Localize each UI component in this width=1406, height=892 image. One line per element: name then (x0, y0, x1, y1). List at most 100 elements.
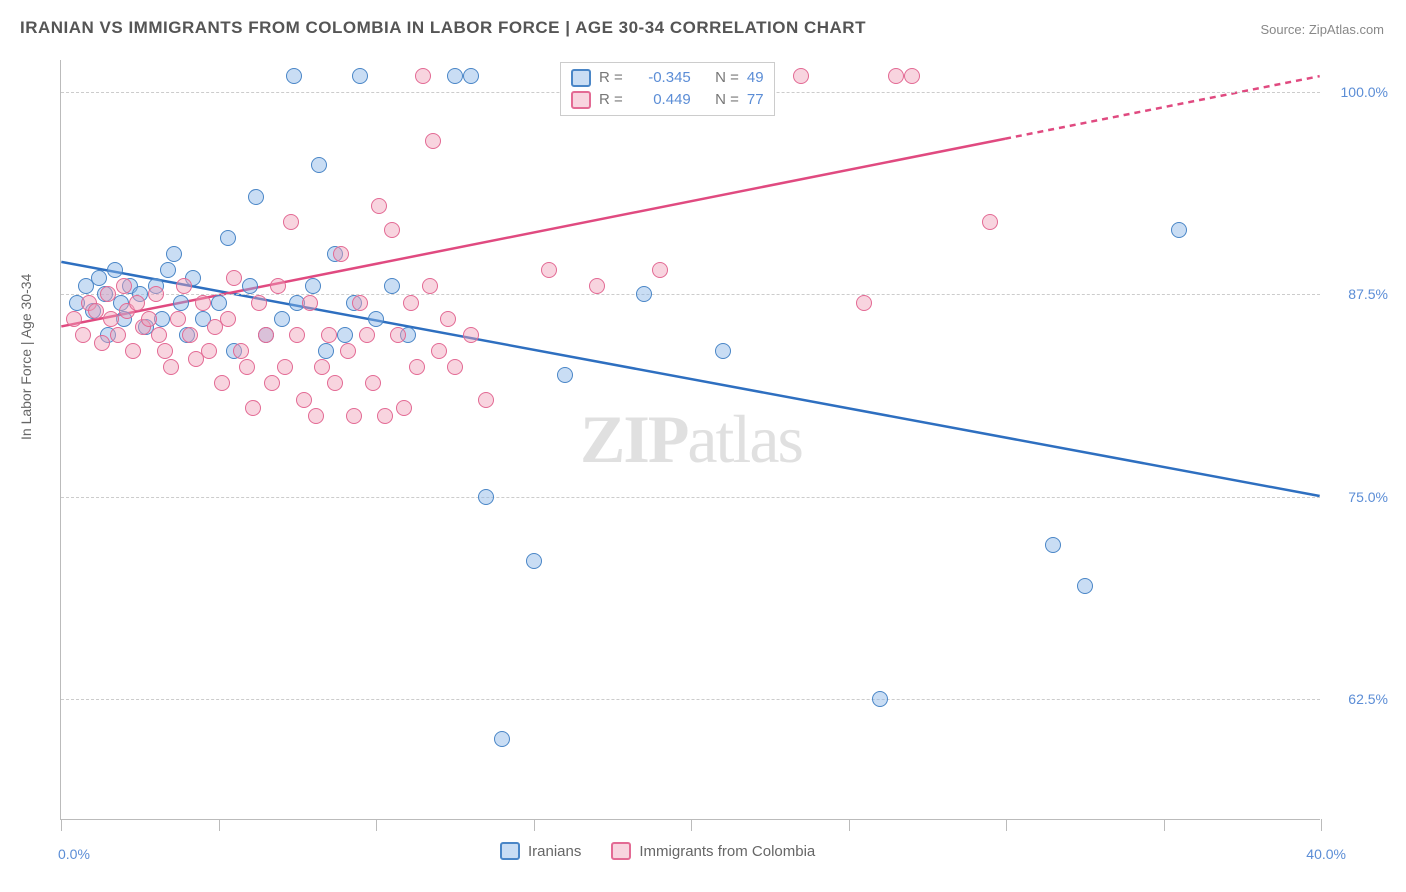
series-legend: Iranians Immigrants from Colombia (500, 842, 815, 860)
legend-swatch (500, 842, 520, 860)
x-tick (376, 819, 377, 831)
x-tick (1321, 819, 1322, 831)
data-point (251, 295, 267, 311)
legend-item: Iranians (500, 842, 581, 860)
data-point (220, 311, 236, 327)
data-point (157, 343, 173, 359)
data-point (365, 375, 381, 391)
legend-swatch (611, 842, 631, 860)
data-point (94, 335, 110, 351)
data-point (75, 327, 91, 343)
data-point (359, 327, 375, 343)
legend-label: Iranians (528, 843, 581, 860)
data-point (103, 311, 119, 327)
data-point (321, 327, 337, 343)
data-point (245, 400, 261, 416)
data-point (1045, 537, 1061, 553)
x-axis-end-label: 40.0% (1306, 846, 1346, 862)
data-point (226, 270, 242, 286)
y-tick-label: 62.5% (1348, 691, 1388, 707)
data-point (440, 311, 456, 327)
legend-row: R =0.449 N =77 (571, 89, 764, 111)
data-point (377, 408, 393, 424)
chart-plot-area (60, 60, 1320, 820)
y-tick-label: 87.5% (1348, 286, 1388, 302)
data-point (233, 343, 249, 359)
data-point (107, 262, 123, 278)
data-point (176, 278, 192, 294)
data-point (286, 68, 302, 84)
data-point (160, 262, 176, 278)
data-point (368, 311, 384, 327)
x-axis-start-label: 0.0% (58, 846, 90, 862)
data-point (447, 359, 463, 375)
data-point (314, 359, 330, 375)
legend-row: R =-0.345 N =49 (571, 67, 764, 89)
data-point (248, 189, 264, 205)
x-tick (1164, 819, 1165, 831)
data-point (274, 311, 290, 327)
data-point (904, 68, 920, 84)
data-point (352, 68, 368, 84)
data-point (541, 262, 557, 278)
data-point (371, 198, 387, 214)
data-point (463, 68, 479, 84)
data-point (195, 295, 211, 311)
data-point (390, 327, 406, 343)
data-point (888, 68, 904, 84)
gridline (61, 699, 1320, 700)
legend-label: Immigrants from Colombia (639, 843, 815, 860)
correlation-legend: R =-0.345 N =49R =0.449 N =77 (560, 62, 775, 116)
n-label: N = (715, 67, 739, 89)
r-value: 0.449 (631, 89, 691, 111)
data-point (526, 553, 542, 569)
data-point (415, 68, 431, 84)
data-point (403, 295, 419, 311)
data-point (296, 392, 312, 408)
x-tick (534, 819, 535, 831)
data-point (409, 359, 425, 375)
data-point (151, 327, 167, 343)
data-point (166, 246, 182, 262)
data-point (270, 278, 286, 294)
chart-title: IRANIAN VS IMMIGRANTS FROM COLOMBIA IN L… (20, 18, 866, 38)
data-point (327, 375, 343, 391)
data-point (557, 367, 573, 383)
source-attribution: Source: ZipAtlas.com (1260, 22, 1384, 37)
x-tick (219, 819, 220, 831)
data-point (872, 691, 888, 707)
data-point (305, 278, 321, 294)
data-point (163, 359, 179, 375)
data-point (431, 343, 447, 359)
n-label: N = (715, 89, 739, 111)
x-tick (1006, 819, 1007, 831)
data-point (141, 311, 157, 327)
data-point (242, 278, 258, 294)
n-value: 77 (747, 89, 764, 111)
data-point (289, 327, 305, 343)
data-point (1171, 222, 1187, 238)
data-point (125, 343, 141, 359)
data-point (173, 295, 189, 311)
data-point (220, 230, 236, 246)
data-point (100, 286, 116, 302)
data-point (214, 375, 230, 391)
data-point (982, 214, 998, 230)
data-point (277, 359, 293, 375)
data-point (211, 295, 227, 311)
data-point (652, 262, 668, 278)
data-point (340, 343, 356, 359)
legend-swatch (571, 91, 591, 109)
data-point (66, 311, 82, 327)
data-point (302, 295, 318, 311)
data-point (129, 295, 145, 311)
data-point (308, 408, 324, 424)
data-point (88, 303, 104, 319)
y-axis-label: In Labor Force | Age 30-34 (18, 274, 34, 440)
data-point (478, 489, 494, 505)
data-point (318, 343, 334, 359)
data-point (494, 731, 510, 747)
legend-swatch (571, 69, 591, 87)
legend-item: Immigrants from Colombia (611, 842, 815, 860)
y-tick-label: 75.0% (1348, 489, 1388, 505)
